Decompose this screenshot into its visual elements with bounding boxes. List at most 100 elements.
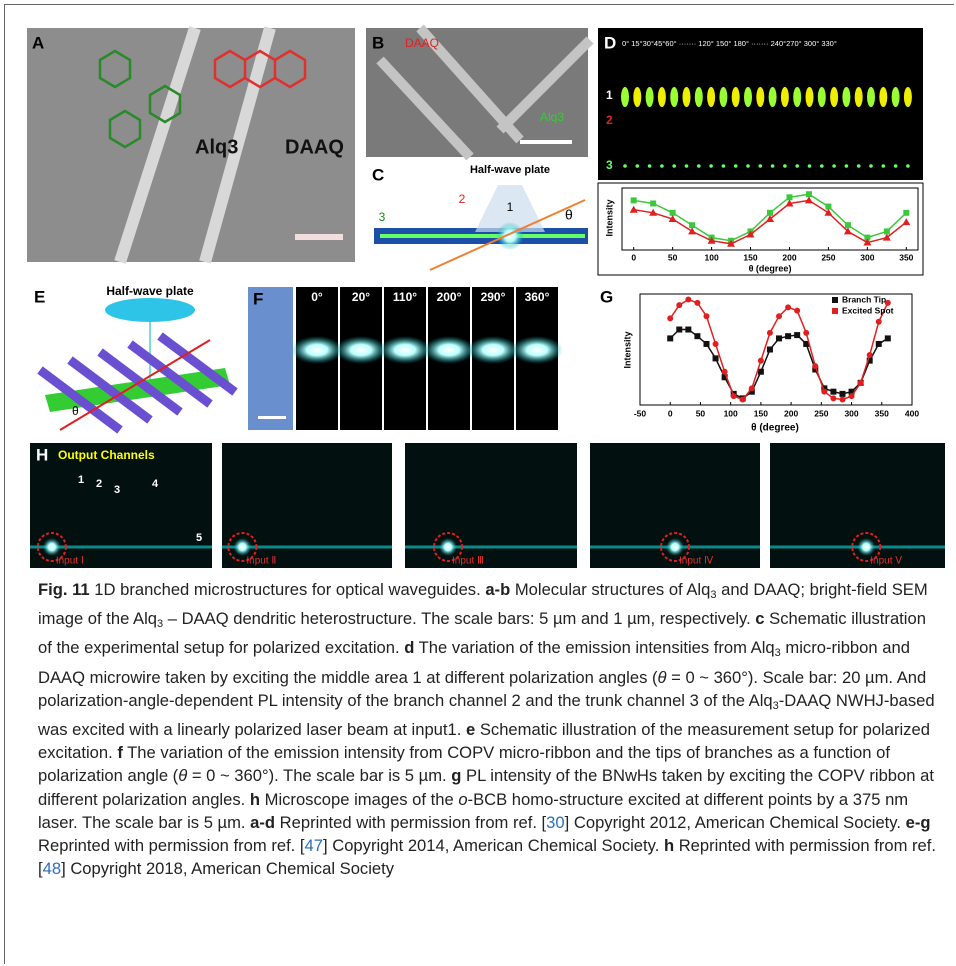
caption-text: e [466,720,475,739]
y-axis-label: Intensity [604,199,614,236]
x-tick-label: 300 [844,408,858,418]
spot [869,164,873,168]
spot [658,87,666,107]
annotation: 3 [606,158,613,172]
spot [845,164,849,168]
glow [511,336,563,364]
molecule-name: DAAQ [285,136,344,158]
point [749,385,755,391]
spot [894,164,898,168]
point [703,313,709,319]
scale-bar [258,416,286,419]
point [794,308,800,314]
point [758,358,764,364]
point [776,313,782,319]
point [767,210,773,216]
legend-marker [832,308,838,314]
panel-label: D [604,33,616,52]
spot [732,87,740,107]
caption-text: a-b [485,580,510,599]
angle-label: 20° [352,290,370,304]
input-label: Input Ⅲ [452,556,484,567]
point [650,201,656,207]
spot [734,164,738,168]
legend-marker [832,297,838,303]
plate [105,298,195,322]
glow [439,538,457,556]
point [740,396,746,402]
point [876,319,882,325]
point [731,393,737,399]
channel-label: 1 [78,474,84,486]
spot [783,164,787,168]
panel-label: E [34,287,45,306]
annotation: Output Channels [58,448,155,462]
spot [709,164,713,168]
caption-text: Microscope images of the [260,790,458,809]
caption-text[interactable]: 48 [43,859,61,878]
spot [672,164,676,168]
point [689,222,695,228]
channel-label: 5 [196,532,202,544]
spot [719,87,727,107]
annotation: Half-wave plate [470,164,550,176]
point [703,341,709,347]
caption-text: ] Copyright 2018, American Chemical Soci… [61,859,394,878]
caption-text: ] Copyright 2014, American Chemical Soci… [323,836,664,855]
point [767,330,773,336]
spot [771,164,775,168]
point [776,335,782,341]
spot [842,87,850,107]
glow [233,538,251,556]
angle-label: 290° [481,290,506,304]
spot [892,87,900,107]
spot [697,164,701,168]
spot [695,87,703,107]
caption-text: g [451,766,461,785]
spot [820,164,824,168]
caption-text: Reprinted with permission from ref. [ [38,836,305,855]
point [694,300,700,306]
molecule-name: Alq3 [195,136,238,158]
point [667,315,673,321]
caption-text: – DAAQ dendritic heterostructure. The sc… [163,609,755,628]
caption: Fig. 11 1D branched microstructures for … [38,578,943,880]
x-tick-label: 250 [814,408,828,418]
point [830,389,836,395]
spot [830,87,838,107]
point [676,302,682,308]
glow [857,538,875,556]
annotation: θ [565,207,573,223]
angle-label: 110° [393,290,417,304]
caption-text: a-d [250,813,275,832]
annotation: 1 [606,88,613,102]
x-tick-label: 0 [668,408,673,418]
x-tick-label: 350 [875,408,889,418]
point [849,393,855,399]
caption-text[interactable]: 30 [546,813,564,832]
spot [769,87,777,107]
spot [781,87,789,107]
angle-label: 360° [525,290,550,304]
caption-text: h [664,836,674,855]
caption-text: = 0 ~ 360°). The scale bar is 5 µm. [187,766,451,785]
spot [906,164,910,168]
x-tick-label: 200 [784,408,798,418]
annotation: Alq3 [540,110,564,124]
channel-label: 4 [152,478,159,490]
point [785,333,791,339]
spot [793,87,801,107]
panel-label: F [253,289,263,308]
point [767,347,773,353]
caption-text: θ [658,668,667,687]
point [667,335,673,341]
input-label: Input Ⅳ [679,556,714,567]
caption-text[interactable]: 47 [305,836,323,855]
pl-tile [770,443,945,568]
x-tick-label: 150 [743,252,757,262]
spot [722,164,726,168]
spot [646,87,654,107]
legend-label: Branch Tip [842,294,886,304]
x-axis-label: θ (degree) [751,423,799,434]
